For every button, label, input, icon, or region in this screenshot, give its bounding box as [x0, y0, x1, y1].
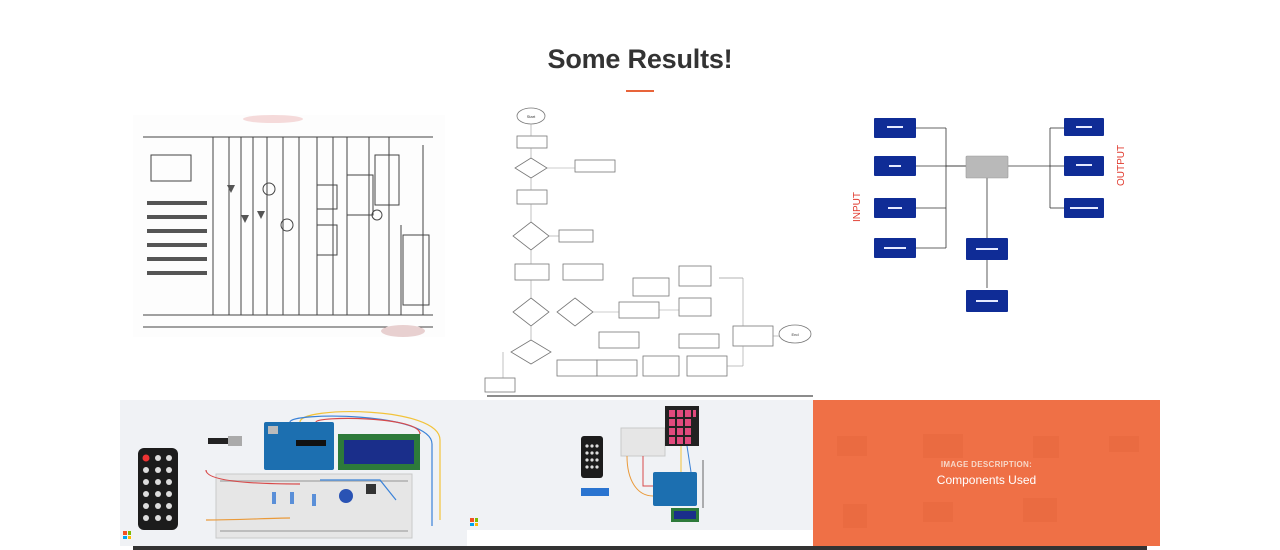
- image-description-kicker: IMAGE DESCRIPTION:: [940, 459, 1033, 469]
- tinkercad-logo-icon: [470, 518, 478, 526]
- section-title: Some Results!: [547, 44, 733, 74]
- input-axis-label: INPUT: [852, 192, 863, 222]
- gallery-image-circuit-lcd[interactable]: [120, 400, 467, 546]
- gallery-image-flowchart[interactable]: Start End: [483, 102, 813, 398]
- image-hover-overlay[interactable]: IMAGE DESCRIPTION: Components Used: [813, 400, 1160, 546]
- scroll-bar: [133, 546, 1147, 550]
- flowchart-start-label: Start: [527, 114, 536, 119]
- gallery-image-components[interactable]: IMAGE DESCRIPTION: Components Used: [813, 400, 1160, 546]
- gallery-image-circuit-keypad[interactable]: [467, 400, 813, 530]
- output-axis-label: OUTPUT: [1116, 145, 1127, 186]
- image-caption: Components Used: [936, 472, 1037, 487]
- gallery-image-hand-drawn-schematic[interactable]: [133, 115, 445, 337]
- gallery-image-block-diagram[interactable]: INPUT OUTPUT: [842, 108, 1142, 320]
- flowchart-end-label: End: [791, 332, 798, 337]
- tinkercad-logo-icon: [123, 531, 131, 539]
- title-underline: [626, 90, 654, 92]
